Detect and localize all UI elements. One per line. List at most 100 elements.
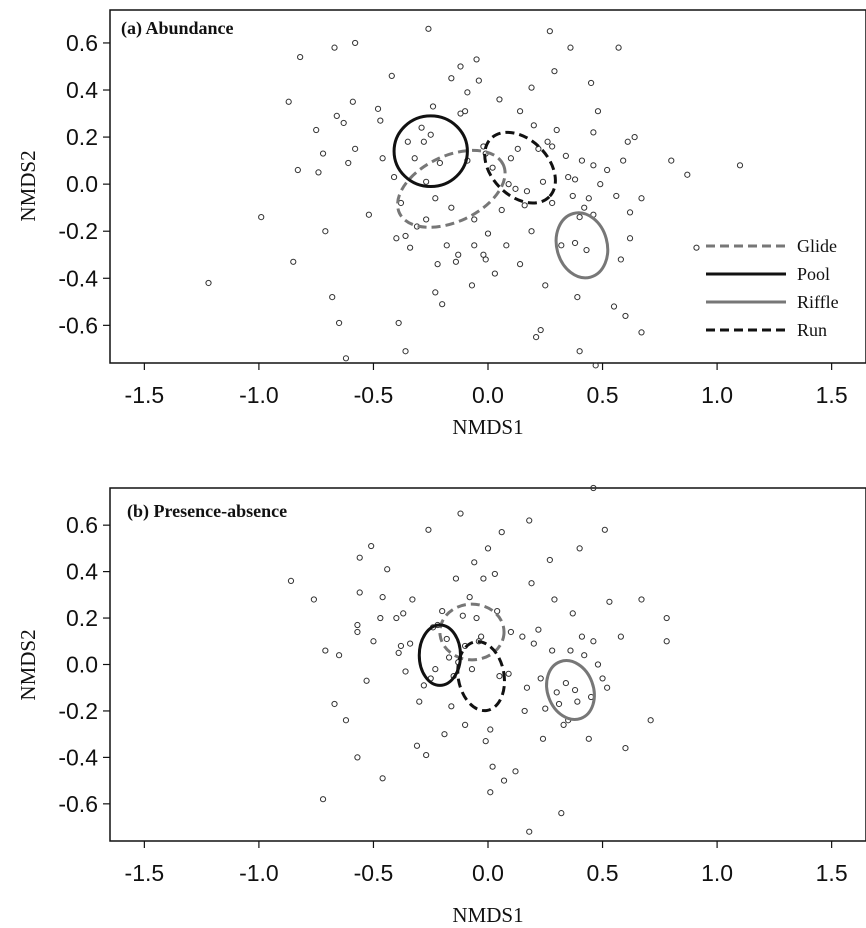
data-point <box>521 707 528 715</box>
data-point <box>287 577 295 584</box>
y-tick-label: -0.4 <box>58 744 98 770</box>
data-point <box>475 77 482 84</box>
data-point <box>526 517 533 524</box>
data-point <box>507 628 515 636</box>
data-point <box>461 108 469 115</box>
data-point <box>397 642 405 650</box>
data-point <box>429 103 437 110</box>
y-tick-label: 0.4 <box>66 77 98 103</box>
data-point <box>507 155 515 162</box>
data-point <box>626 209 634 216</box>
data-point <box>514 145 521 152</box>
data-point <box>578 157 586 164</box>
data-point <box>379 594 386 601</box>
data-point <box>594 108 602 115</box>
data-point <box>617 256 624 263</box>
data-point <box>528 84 535 91</box>
x-tick-label: -1.0 <box>239 382 279 408</box>
point-group <box>205 25 744 369</box>
data-point <box>555 700 563 708</box>
data-point <box>395 319 402 327</box>
y-tick-label: -0.4 <box>58 265 98 291</box>
data-point <box>581 204 588 211</box>
data-point <box>585 195 592 202</box>
data-point <box>519 633 526 640</box>
ellipse-group <box>392 114 610 280</box>
y-tick-label: -0.6 <box>58 791 98 817</box>
x-tick-label: 0.5 <box>587 382 619 408</box>
y-tick-label: 0.4 <box>66 559 98 585</box>
data-point <box>516 261 524 268</box>
data-point <box>581 652 588 659</box>
data-point <box>482 738 489 745</box>
data-point <box>466 594 473 601</box>
ellipse-glide <box>438 602 506 662</box>
data-point <box>613 192 620 200</box>
data-point <box>374 105 382 112</box>
data-point <box>558 242 565 249</box>
data-point <box>537 675 544 682</box>
data-point <box>567 44 574 51</box>
data-point <box>379 775 386 782</box>
data-point <box>393 614 400 622</box>
y-tick-label: 0.6 <box>66 512 98 538</box>
data-point <box>601 526 608 533</box>
y-axis-title: NMDS2 <box>16 629 40 700</box>
y-tick-label: -0.2 <box>58 218 98 244</box>
data-point <box>590 638 597 645</box>
data-point <box>413 742 421 749</box>
data-point <box>480 251 487 258</box>
x-tick-label: -0.5 <box>354 382 394 408</box>
data-point <box>285 98 292 105</box>
data-point <box>484 230 492 237</box>
data-point <box>342 717 350 724</box>
data-point <box>395 649 402 656</box>
data-point <box>411 155 418 162</box>
panel-presence-absence: (b) Presence-absence NMDS1 NMDS2 -1.5 -1.… <box>16 484 866 927</box>
data-point <box>516 108 524 115</box>
data-point <box>542 705 549 712</box>
data-point <box>402 348 409 355</box>
data-point <box>441 731 448 738</box>
y-tick-label: 0.2 <box>66 605 98 631</box>
data-point <box>427 131 434 138</box>
data-point <box>448 204 455 211</box>
y-tick-label: -0.6 <box>58 312 98 338</box>
data-point <box>331 700 338 708</box>
data-point <box>503 242 510 249</box>
y-tick-label: 0.0 <box>66 652 98 678</box>
data-point <box>434 261 441 268</box>
data-point <box>590 484 597 492</box>
x-tick-label: -1.5 <box>125 860 165 886</box>
data-point <box>533 334 540 341</box>
data-point <box>473 614 480 622</box>
data-point <box>313 126 320 134</box>
data-point <box>617 633 624 640</box>
data-point <box>457 63 464 70</box>
data-point <box>526 828 533 835</box>
y-tick-group: 0.6 0.4 0.2 0.0 -0.2 -0.4 -0.6 <box>58 30 110 338</box>
data-point <box>569 192 576 200</box>
data-point <box>448 703 455 710</box>
y-tick-label: 0.2 <box>66 124 98 150</box>
ellipse-riffle <box>545 659 596 721</box>
data-point <box>478 633 485 640</box>
data-point <box>571 176 579 183</box>
data-point <box>471 559 478 566</box>
data-point <box>523 684 531 691</box>
data-point <box>576 348 583 355</box>
y-tick-label: -0.2 <box>58 698 98 724</box>
data-point <box>423 178 430 185</box>
legend-label-run: Run <box>797 320 827 340</box>
data-point <box>578 633 586 640</box>
data-point <box>551 68 558 75</box>
data-point <box>425 526 432 533</box>
data-point <box>553 689 560 696</box>
data-point <box>576 213 583 221</box>
data-point <box>523 188 531 195</box>
data-point <box>565 173 572 181</box>
data-point <box>443 635 450 643</box>
data-point <box>363 677 370 684</box>
data-point <box>489 164 496 171</box>
data-point <box>496 673 503 680</box>
